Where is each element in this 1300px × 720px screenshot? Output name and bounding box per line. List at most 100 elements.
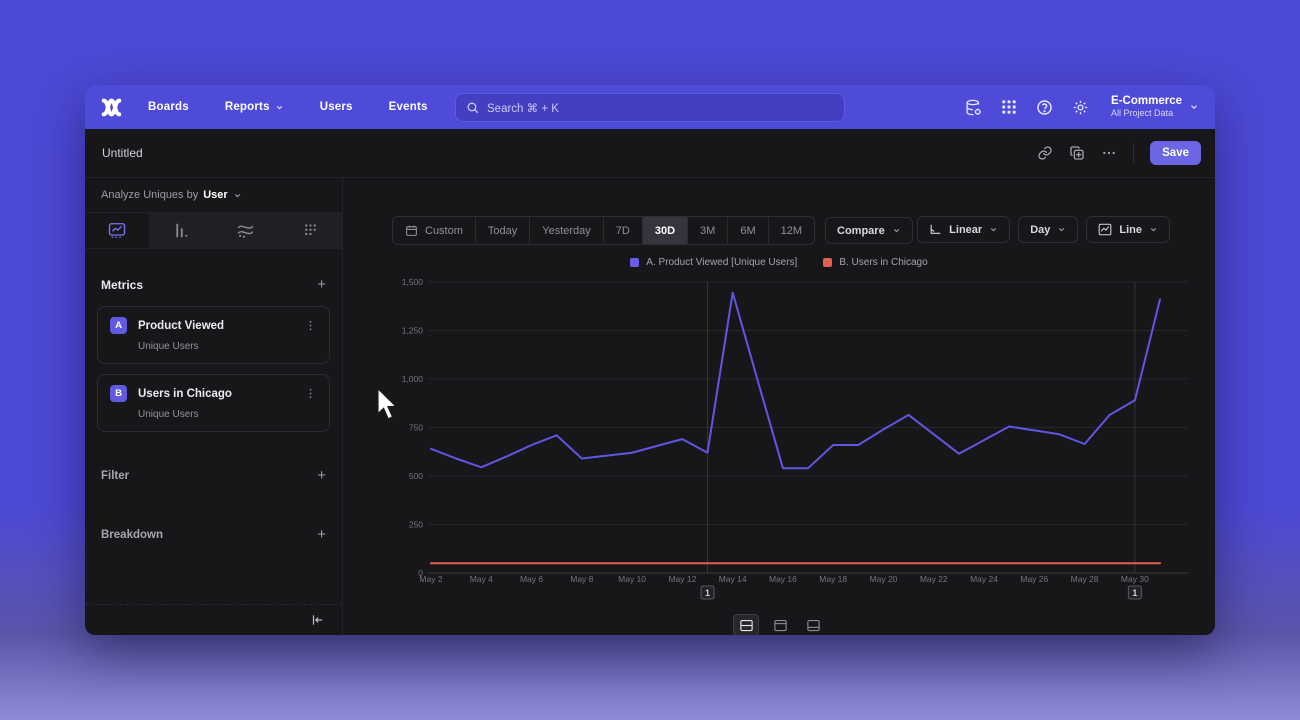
compare-dropdown[interactable]: Compare — [825, 217, 913, 244]
metric-card-b[interactable]: B Users in Chicago Unique Users — [97, 374, 330, 432]
range-6m[interactable]: 6M — [728, 217, 769, 244]
series-line — [430, 291, 1161, 470]
svg-text:1: 1 — [1132, 588, 1137, 598]
x-tick-label: May 22 — [920, 574, 948, 584]
flows-tab-icon — [238, 225, 254, 238]
toolbar-divider — [1133, 143, 1135, 163]
range-custom[interactable]: Custom — [393, 217, 476, 244]
metric-badge-a: A — [110, 317, 127, 334]
x-tick-label: May 12 — [668, 574, 696, 584]
x-tick-label: May 18 — [819, 574, 847, 584]
granularity-dropdown[interactable]: Day — [1018, 216, 1079, 243]
analyze-uniques-dropdown[interactable]: Analyze Uniques by User — [85, 178, 342, 213]
layout-table-icon[interactable] — [801, 615, 825, 635]
add-filter-button plus-icon[interactable]: + — [317, 467, 326, 484]
x-tick-label: May 10 — [618, 574, 646, 584]
metric-subtitle[interactable]: Unique Users — [138, 409, 199, 420]
link-icon[interactable] — [1037, 145, 1053, 161]
search-input[interactable]: Search ⌘ + K — [455, 93, 845, 122]
range-label: Custom — [425, 224, 463, 237]
x-tick-label: May 20 — [870, 574, 898, 584]
annotation-marker[interactable]: 1 — [700, 585, 715, 600]
filter-section-header: Filter + — [101, 468, 326, 483]
y-tick-label: 1,000 — [402, 374, 424, 384]
metric-grid-tab-icon — [304, 224, 316, 236]
viz-tab-flows[interactable] — [214, 213, 279, 248]
metric-badge-b: B — [110, 385, 127, 402]
line-chart-icon — [1099, 223, 1112, 236]
viz-tab-line-chart[interactable] — [85, 213, 150, 248]
chevron-down-icon — [276, 105, 282, 109]
legend-item-a[interactable]: A. Product Viewed [Unique Users] — [630, 257, 797, 268]
collapse-sidebar-icon[interactable] — [310, 613, 324, 627]
kebab-icon[interactable] — [304, 387, 317, 400]
nav-item-users[interactable]: Users — [320, 101, 353, 113]
nav-label: Events — [388, 101, 428, 113]
x-tick-label: May 24 — [970, 574, 998, 584]
metric-title: Product Viewed — [138, 319, 225, 332]
project-subtitle: All Project Data — [1111, 108, 1174, 118]
chevron-down-icon — [1059, 227, 1065, 232]
x-tick-label: May 4 — [470, 574, 493, 584]
range-yesterday[interactable]: Yesterday — [530, 217, 604, 244]
range-today[interactable]: Today — [476, 217, 531, 244]
scale-dropdown[interactable]: Linear — [917, 216, 1011, 243]
chart-type-dropdown[interactable]: Line — [1086, 216, 1170, 243]
duplicate-icon[interactable] — [1069, 145, 1085, 161]
linear-scale-icon — [930, 224, 941, 234]
scale-label: Linear — [949, 223, 983, 236]
x-tick-label: May 14 — [719, 574, 747, 584]
viz-tab-metric-grid[interactable] — [278, 213, 342, 248]
x-tick-label: May 16 — [769, 574, 797, 584]
nav-item-reports[interactable]: Reports — [225, 101, 284, 113]
legend-swatch-a — [630, 258, 640, 267]
range-7d[interactable]: 7D — [604, 217, 643, 244]
report-main-area: Custom Today Yesterday 7D 30D 3M 6M 12M … — [343, 178, 1215, 635]
visualization-tabs — [85, 213, 342, 249]
layout-chart-icon[interactable] — [768, 615, 792, 635]
gear-icon[interactable] — [1072, 99, 1089, 116]
nav-label: Users — [319, 101, 353, 113]
x-tick-label: May 8 — [570, 574, 593, 584]
chart-type-label: Line — [1119, 223, 1142, 236]
x-tick-label: May 6 — [520, 574, 543, 584]
metrics-section-title: Metrics — [101, 277, 144, 292]
app-window: Boards Reports Users Events Search ⌘ + K — [85, 85, 1215, 635]
annotation-marker[interactable]: 1 — [1127, 585, 1142, 600]
help-icon[interactable] — [1036, 99, 1053, 116]
nav-items: Boards Reports Users Events — [148, 101, 428, 113]
range-label: Today — [487, 224, 518, 237]
search-icon — [467, 102, 479, 114]
mixpanel-logo-icon[interactable] — [101, 98, 122, 117]
range-12m[interactable]: 12M — [769, 217, 814, 244]
viz-tab-bar-chart[interactable] — [149, 213, 214, 248]
chevron-down-icon — [991, 227, 997, 232]
chevron-down-icon — [234, 193, 240, 197]
project-selector[interactable]: E-Commerce All Project Data — [1111, 95, 1199, 119]
toolbar-actions: Save — [1037, 141, 1201, 165]
sidebar-footer — [85, 604, 342, 635]
report-title[interactable]: Untitled — [102, 146, 143, 160]
nav-label: Boards — [148, 101, 189, 113]
data-settings-icon[interactable] — [965, 99, 982, 116]
add-breakdown-button plus-icon[interactable]: + — [317, 526, 326, 543]
metric-subtitle[interactable]: Unique Users — [138, 341, 199, 352]
ellipsis-icon[interactable] — [1101, 145, 1117, 161]
metric-card-a[interactable]: A Product Viewed Unique Users — [97, 306, 330, 364]
x-tick-label: May 30 — [1121, 574, 1149, 584]
kebab-icon[interactable] — [304, 319, 317, 332]
save-button[interactable]: Save — [1150, 141, 1201, 165]
layout-split-icon[interactable] — [733, 614, 759, 635]
add-metric-button plus-icon[interactable]: + — [317, 276, 326, 293]
calendar-icon — [406, 225, 417, 236]
legend-item-b[interactable]: B. Users in Chicago — [823, 257, 928, 268]
range-30d[interactable]: 30D — [642, 217, 689, 244]
nav-item-events[interactable]: Events — [389, 101, 428, 113]
range-3m[interactable]: 3M — [688, 217, 729, 244]
apps-grid-icon[interactable] — [1001, 99, 1017, 115]
date-range-controls: Custom Today Yesterday 7D 30D 3M 6M 12M … — [392, 216, 913, 245]
chevron-down-icon — [893, 228, 899, 233]
range-label: Yesterday — [542, 224, 591, 237]
nav-item-boards[interactable]: Boards — [148, 101, 189, 113]
breakdown-section-title: Breakdown — [101, 528, 163, 541]
